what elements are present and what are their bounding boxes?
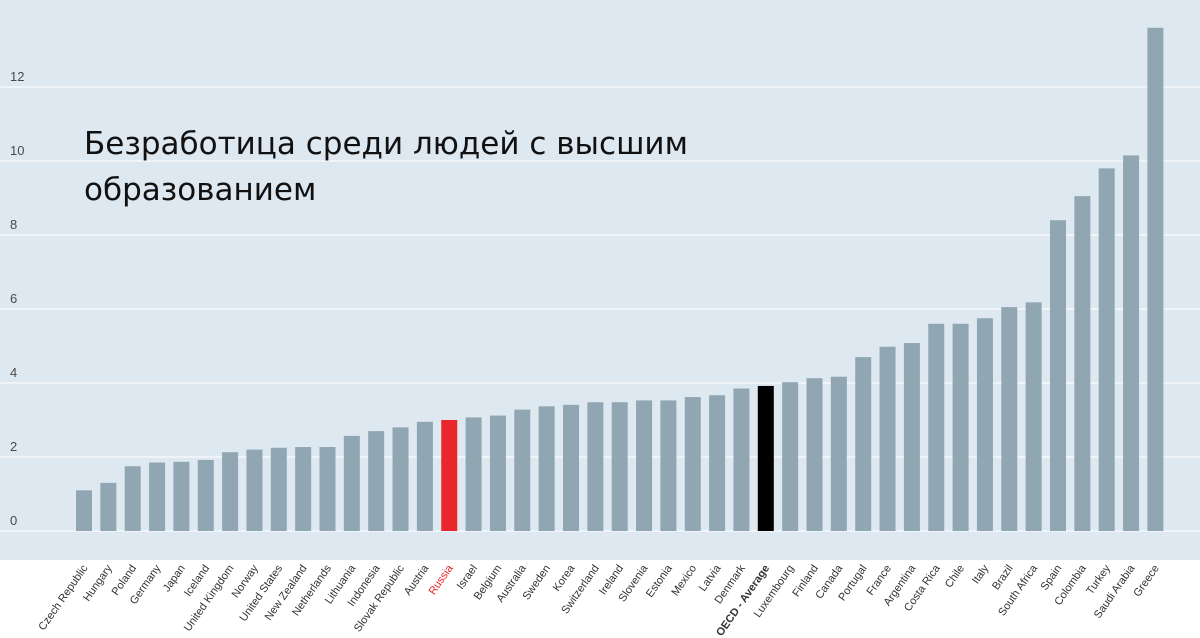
y-axis-ticks: 0 2 4 6 8 10 12 [10,69,24,528]
x-label-estonia: Estonia [644,562,675,600]
bar-lithuania [343,435,360,531]
bar-luxembourg [782,382,799,531]
bar-russia [441,420,458,531]
y-tick-label-8: 8 [10,217,17,232]
x-label-mexico: Mexico [669,563,699,598]
bar-slovak-republic [392,427,409,531]
bar-costa-rica [928,323,945,531]
bar-ireland [611,402,628,531]
bar-united-states [270,447,287,531]
x-label-austria: Austria [402,562,432,598]
y-tick-label-6: 6 [10,291,17,306]
y-tick-label-10: 10 [10,143,24,158]
x-label-italy: Italy [970,562,992,586]
bar-hungary [100,482,117,531]
bar-israel [465,417,482,531]
bar-iceland [197,459,214,531]
chart-title-line-1: Безработица среди людей с высшим [84,126,688,162]
bar-france [879,346,896,531]
bar-norway [246,449,263,531]
chart-title-line-2: образованием [84,172,316,208]
bar-oecd-average [757,385,774,531]
x-label-greece: Greece [1131,563,1162,599]
bar-czech-republic [76,490,92,531]
bar-sweden [538,406,555,531]
bars [76,27,1164,532]
bar-canada [830,376,847,531]
bar-portugal [855,357,872,531]
bar-austria [416,421,433,531]
x-label-russia: Russia [427,562,457,597]
bar-finland [806,378,823,531]
bar-greece [1147,27,1164,532]
bar-spain [1050,220,1066,531]
bar-mexico [684,397,701,531]
y-tick-label-2: 2 [10,439,17,454]
bar-slovenia [636,400,653,531]
x-label-chile: Chile [943,563,967,590]
bar-argentina [903,343,920,531]
x-axis-labels: Czech RepublicHungaryPolandGermanyJapanI… [36,562,1161,638]
bar-estonia [660,400,677,531]
bar-korea [563,404,579,531]
bar-japan [173,461,190,531]
bar-colombia [1074,196,1091,531]
y-tick-label-12: 12 [10,69,24,84]
bar-poland [124,466,141,531]
bar-denmark [733,388,750,531]
bar-belgium [489,415,506,531]
bar-turkey [1098,168,1115,531]
bar-new-zealand [295,447,312,531]
bar-italy [976,318,993,531]
bar-saudi-arabia [1123,155,1140,531]
y-tick-label-4: 4 [10,365,17,380]
y-tick-label-0: 0 [10,513,17,528]
bar-south-africa [1025,302,1042,531]
bar-netherlands [319,447,336,531]
bar-chile [952,323,969,531]
bar-germany [149,462,166,531]
bar-australia [514,409,531,531]
bar-indonesia [368,431,385,531]
bar-brazil [1001,307,1018,531]
bar-united-kingdom [222,452,239,531]
bar-switzerland [587,402,604,531]
bar-latvia [709,395,726,531]
